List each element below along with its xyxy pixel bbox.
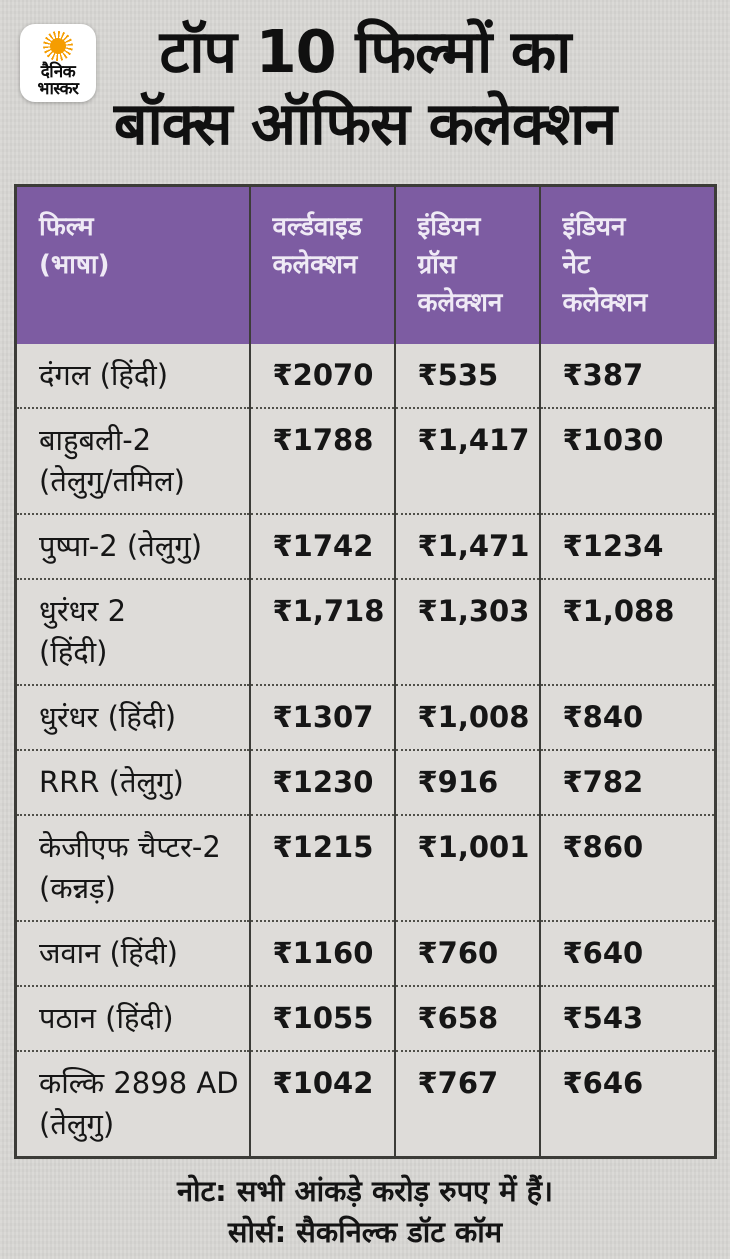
film-cell: केजीएफ चैप्टर-2 (कन्नड़) <box>15 813 250 921</box>
table-header-row: फिल्म (भाषा) वर्ल्डवाइड कलेक्शन इंडियन ग्र… <box>15 185 716 344</box>
footer: नोट: सभी आंकड़े करोड़ रुपए में हैं। सोर्… <box>0 1171 730 1253</box>
footer-source: सोर्स: सैकनिल्क डॉट कॉम <box>227 1214 503 1249</box>
film-cell: RRR (तेलुगु) <box>15 748 250 815</box>
table-row: जवान (हिंदी) ₹1160 ₹760 ₹640 <box>15 919 716 986</box>
table-row: धुरंधर 2 (हिंदी) ₹1,718 ₹1,303 ₹1,088 <box>15 577 716 685</box>
table-row: कल्कि 2898 AD (तेलुगु) ₹1042 ₹767 ₹646 <box>15 1049 716 1157</box>
indian-net-value-cell: ₹1030 <box>538 406 716 514</box>
indian-net-value-cell: ₹1234 <box>538 512 716 579</box>
indian-net-value-cell: ₹640 <box>538 919 716 986</box>
table-row: केजीएफ चैप्टर-2 (कन्नड़) ₹1215 ₹1,001 ₹860 <box>15 813 716 921</box>
film-cell: पठान (हिंदी) <box>15 984 250 1051</box>
indian-gross-value-cell: ₹1,471 <box>393 512 540 579</box>
box-office-table: फिल्म (भाषा) वर्ल्डवाइड कलेक्शन इंडियन ग्र… <box>14 184 717 1159</box>
logo-text-line2: भास्कर <box>37 79 79 99</box>
indian-gross-value-cell: ₹916 <box>393 748 540 815</box>
table-row: धुरंधर (हिंदी) ₹1307 ₹1,008 ₹840 <box>15 683 716 750</box>
indian-gross-value-cell: ₹1,417 <box>393 406 540 514</box>
worldwide-value-cell: ₹1215 <box>248 813 395 921</box>
header-indian-net-collection: इंडियन नेट कलेक्शन <box>538 185 716 344</box>
film-cell: धुरंधर 2 (हिंदी) <box>15 577 250 685</box>
indian-net-value-cell: ₹646 <box>538 1049 716 1157</box>
header-film-language: फिल्म (भाषा) <box>15 185 250 344</box>
indian-gross-value-cell: ₹1,303 <box>393 577 540 685</box>
table-row: RRR (तेलुगु) ₹1230 ₹916 ₹782 <box>15 748 716 815</box>
film-cell: दंगल (हिंदी) <box>39 357 169 392</box>
indian-gross-value-cell: ₹1,008 <box>393 683 540 750</box>
worldwide-value-cell: ₹1055 <box>248 984 395 1051</box>
footer-note: नोट: सभी आंकड़े करोड़ रुपए में हैं। <box>176 1173 554 1208</box>
worldwide-value-cell: ₹1788 <box>248 406 395 514</box>
worldwide-value-cell: ₹1,718 <box>248 577 395 685</box>
indian-net-value-cell: ₹1,088 <box>538 577 716 685</box>
table-row: बाहुबली-2 (तेलुगु/तमिल) ₹1788 ₹1,417 ₹1030 <box>15 406 716 514</box>
film-cell: जवान (हिंदी) <box>15 919 250 986</box>
sun-icon <box>43 31 73 61</box>
indian-net-value-cell: ₹387 <box>538 343 716 408</box>
worldwide-value-cell: ₹1042 <box>248 1049 395 1157</box>
indian-net-value-cell: ₹860 <box>538 813 716 921</box>
header-worldwide-collection: वर्ल्डवाइड कलेक्शन <box>248 185 395 344</box>
table-row: पुष्पा-2 (तेलुगु) ₹1742 ₹1,471 ₹1234 <box>15 512 716 579</box>
table-row: पठान (हिंदी) ₹1055 ₹658 ₹543 <box>15 984 716 1051</box>
indian-gross-value-cell: ₹535 <box>393 343 540 408</box>
indian-gross-value-cell: ₹658 <box>393 984 540 1051</box>
masthead: दैनिक भास्कर टॉप 10 फिल्मों का बॉक्स ऑफि… <box>0 0 730 184</box>
indian-gross-value-cell: ₹767 <box>393 1049 540 1157</box>
film-cell: बाहुबली-2 (तेलुगु/तमिल) <box>15 406 250 514</box>
worldwide-value-cell: ₹1307 <box>248 683 395 750</box>
logo-text-line1: दैनिक <box>40 62 76 82</box>
indian-gross-value-cell: ₹1,001 <box>393 813 540 921</box>
indian-gross-value-cell: ₹760 <box>393 919 540 986</box>
indian-net-value-cell: ₹782 <box>538 748 716 815</box>
film-cell: धुरंधर (हिंदी) <box>15 683 250 750</box>
film-cell: कल्कि 2898 AD (तेलुगु) <box>15 1049 250 1157</box>
worldwide-value-cell: ₹1742 <box>248 512 395 579</box>
table-row: दंगल (हिंदी) ₹2070 ₹535 ₹387 <box>16 343 716 408</box>
worldwide-value-cell: ₹1230 <box>248 748 395 815</box>
box-office-table-wrap: फिल्म (भाषा) वर्ल्डवाइड कलेक्शन इंडियन ग्र… <box>14 184 717 1159</box>
indian-net-value-cell: ₹840 <box>538 683 716 750</box>
indian-net-value-cell: ₹543 <box>538 984 716 1051</box>
header-indian-gross-collection: इंडियन ग्रॉस कलेक्शन <box>393 185 540 344</box>
table-body: दंगल (हिंदी) ₹2070 ₹535 ₹387 बाहुबली-2 (तेलु… <box>15 343 716 1157</box>
dainik-bhaskar-logo: दैनिक भास्कर <box>20 24 96 102</box>
page-title: टॉप 10 फिल्मों का बॉक्स ऑफिस कलेक्शन <box>113 17 617 158</box>
film-cell: पुष्पा-2 (तेलुगु) <box>15 512 250 579</box>
worldwide-value-cell: ₹1160 <box>248 919 395 986</box>
worldwide-value-cell: ₹2070 <box>248 343 395 408</box>
